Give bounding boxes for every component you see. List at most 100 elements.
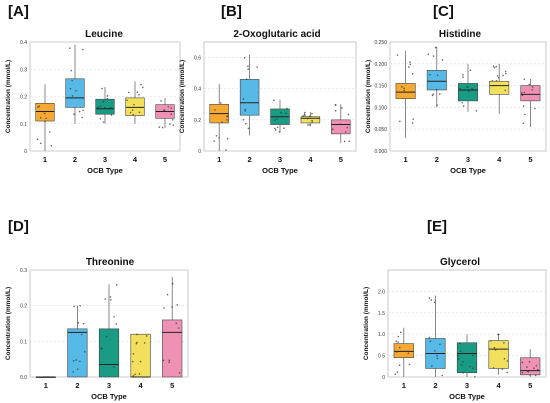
data-point bbox=[403, 87, 405, 90]
data-point bbox=[176, 304, 178, 306]
data-point bbox=[436, 357, 439, 360]
data-point bbox=[524, 113, 526, 116]
panel-label-b: [B] bbox=[221, 3, 242, 20]
y-tick-label: 0.3 bbox=[20, 67, 27, 73]
data-point bbox=[341, 107, 343, 109]
y-tick-label: 0.000 bbox=[374, 149, 387, 155]
data-point bbox=[398, 364, 401, 367]
x-axis-label: OCB Type bbox=[91, 392, 127, 401]
data-point bbox=[506, 371, 509, 374]
data-point bbox=[172, 124, 175, 126]
data-point bbox=[503, 342, 505, 344]
data-point bbox=[427, 53, 430, 56]
box-5 bbox=[520, 357, 541, 376]
data-point bbox=[136, 333, 138, 336]
box-2 bbox=[67, 328, 88, 378]
data-point bbox=[398, 346, 401, 349]
data-point bbox=[129, 111, 132, 114]
data-point bbox=[396, 351, 398, 353]
data-point bbox=[528, 83, 531, 86]
data-point bbox=[69, 87, 72, 90]
box-5 bbox=[162, 319, 183, 378]
data-point bbox=[51, 376, 53, 378]
data-point bbox=[256, 66, 258, 68]
data-point bbox=[163, 109, 166, 112]
y-tick-label: 0.2 bbox=[194, 118, 201, 124]
data-point bbox=[467, 90, 470, 93]
data-point bbox=[521, 371, 524, 374]
data-point bbox=[462, 371, 464, 374]
data-point bbox=[407, 352, 410, 355]
data-point bbox=[136, 91, 139, 93]
data-point bbox=[42, 376, 45, 378]
data-point bbox=[53, 376, 55, 378]
data-point bbox=[462, 105, 465, 107]
y-tick-label: 0.2 bbox=[20, 304, 27, 310]
data-point bbox=[115, 323, 118, 325]
data-point bbox=[110, 114, 113, 116]
data-point bbox=[71, 95, 74, 97]
panel-label-c: [C] bbox=[433, 3, 454, 20]
data-point bbox=[131, 360, 134, 363]
data-point bbox=[82, 48, 84, 51]
data-point bbox=[493, 346, 496, 349]
y-tick-label: 0.200 bbox=[374, 62, 387, 68]
data-point bbox=[409, 61, 411, 64]
data-point bbox=[536, 369, 539, 371]
data-point bbox=[521, 94, 524, 97]
data-point bbox=[428, 336, 431, 339]
data-point bbox=[171, 282, 174, 285]
data-point bbox=[242, 118, 245, 121]
data-point bbox=[472, 354, 474, 357]
data-point bbox=[469, 69, 472, 72]
data-point bbox=[48, 131, 51, 133]
y-tick-label: 0 bbox=[24, 149, 27, 155]
x-tick-label: 5 bbox=[170, 381, 174, 390]
data-point bbox=[436, 354, 438, 357]
x-tick-label: 2 bbox=[73, 155, 77, 164]
data-point bbox=[75, 359, 78, 361]
data-point bbox=[175, 322, 178, 324]
y-axis-label: Concentration (mmol/L) bbox=[363, 287, 370, 360]
data-point bbox=[308, 115, 311, 118]
data-point bbox=[401, 86, 403, 88]
y-tick-label: 0.050 bbox=[374, 127, 387, 133]
y-axis-label: Concentration (mmol/L) bbox=[365, 60, 372, 133]
y-tick-label: 1.5 bbox=[378, 311, 385, 317]
x-tick-label: 3 bbox=[278, 155, 282, 164]
x-tick-label: 1 bbox=[404, 155, 408, 164]
data-point bbox=[433, 301, 436, 304]
data-point bbox=[457, 354, 460, 357]
box-2 bbox=[426, 70, 447, 91]
data-point bbox=[403, 89, 405, 92]
x-tick-label: 1 bbox=[43, 155, 47, 164]
data-point bbox=[495, 79, 498, 82]
y-tick-label: 0.3 bbox=[20, 268, 27, 274]
x-tick-label: 5 bbox=[528, 381, 532, 390]
data-point bbox=[134, 373, 136, 376]
box-5 bbox=[331, 119, 351, 135]
x-tick-label: 4 bbox=[497, 155, 502, 164]
data-point bbox=[135, 342, 138, 345]
data-point bbox=[535, 364, 538, 367]
panel-label-a: [A] bbox=[8, 3, 29, 20]
data-point bbox=[495, 65, 497, 68]
data-point bbox=[496, 75, 499, 77]
data-point bbox=[109, 106, 112, 109]
data-point bbox=[497, 76, 500, 79]
data-point bbox=[531, 89, 534, 91]
data-point bbox=[302, 115, 304, 117]
data-point bbox=[112, 366, 115, 368]
data-point bbox=[494, 349, 497, 351]
box-1 bbox=[393, 343, 414, 359]
chart-glycerol: 0 0.5 1.0 1.5 2.0 Concentration (mmol/L) OCB T… bbox=[363, 269, 547, 401]
data-point bbox=[491, 79, 494, 82]
data-point bbox=[163, 307, 165, 309]
box-2 bbox=[65, 78, 85, 108]
x-tick-label: 1 bbox=[402, 381, 406, 390]
data-point bbox=[99, 105, 102, 108]
box-2 bbox=[239, 79, 260, 116]
data-point bbox=[439, 93, 441, 95]
data-point bbox=[505, 72, 507, 75]
data-point bbox=[469, 365, 471, 368]
